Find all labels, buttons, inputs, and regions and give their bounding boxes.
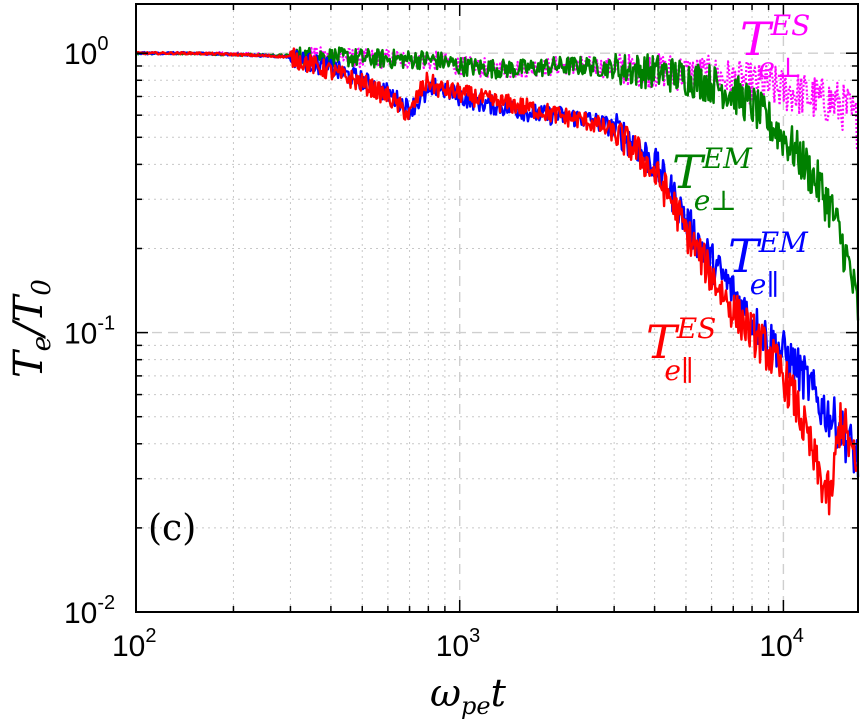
series-line-0 [135,45,860,152]
panel-label: (c) [148,508,196,549]
axes-frame [135,3,859,613]
x-axis-label: ωpet [430,671,507,720]
y-tick-label: 100 [64,33,109,71]
x-tick-label: 104 [759,625,804,663]
series-label-e-perp-es: TES e⊥ [740,9,810,84]
series-label-e-par-em: TEM e∥ [728,226,809,301]
ticks: 102 103 104 10-2 10-1 100 [64,4,858,663]
x-tick-label: 102 [112,625,157,663]
y-tick-label: 10-1 [64,313,115,351]
x-tick-label: 103 [436,625,481,663]
y-tick-label: 10-2 [64,592,115,630]
series-group [135,45,860,516]
y-axis-label: Te/T0 [6,279,57,378]
series-line-3 [135,47,860,516]
series-label-e-par-es: TES e∥ [646,312,716,387]
series-label-e-perp-em: TEM e⊥ [672,142,753,217]
